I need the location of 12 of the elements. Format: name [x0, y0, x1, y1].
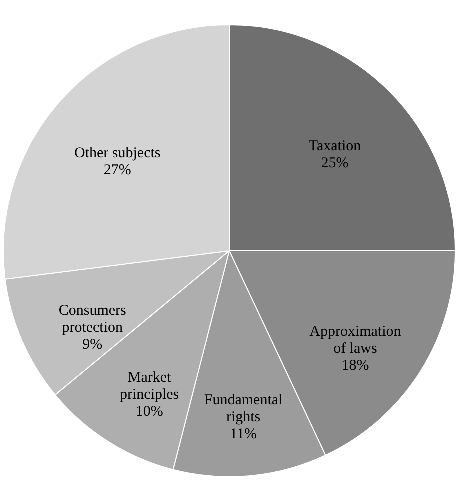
slice-label: Consumers protection	[58, 303, 127, 336]
data-label: 25%	[321, 156, 349, 172]
data-label: 10%	[136, 404, 164, 420]
data-label: 27%	[104, 162, 132, 178]
data-label: 11%	[230, 426, 258, 442]
slice-label: Market principles	[120, 370, 180, 403]
data-label: 9%	[82, 337, 103, 354]
slice-label: Other subjects	[74, 145, 161, 162]
data-label: 18%	[342, 358, 370, 374]
slice-label: Approximation of laws	[310, 324, 402, 357]
slice-label: Fundamental rights	[204, 392, 283, 426]
slice-label: Taxation	[308, 138, 362, 155]
